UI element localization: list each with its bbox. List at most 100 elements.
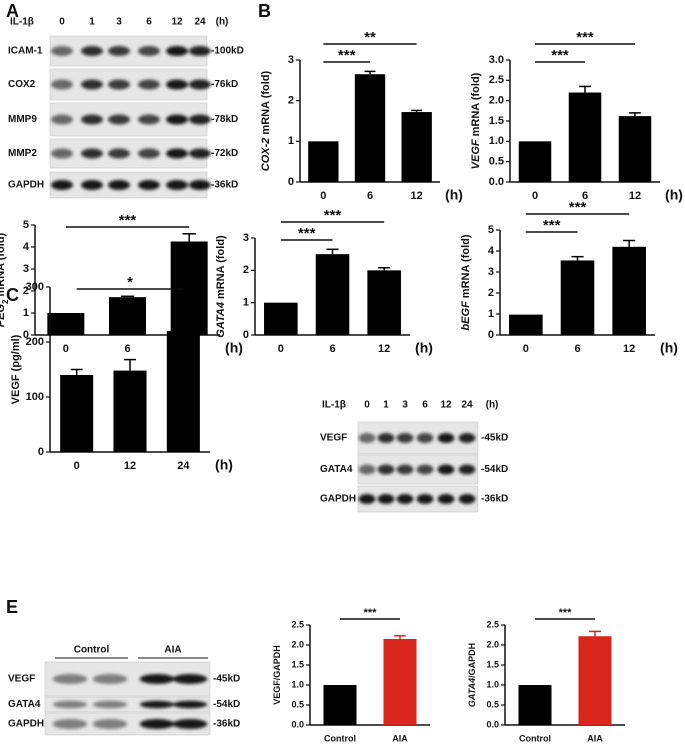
error-bar xyxy=(623,239,636,247)
bar xyxy=(560,260,595,335)
blot-band xyxy=(166,180,188,190)
blot-band xyxy=(108,148,130,159)
y-tick-label: 1.0 xyxy=(489,135,504,147)
x-tick-label: 0 xyxy=(74,460,80,472)
blot-band xyxy=(81,46,103,56)
panel-letter: E xyxy=(6,597,18,617)
blot-band xyxy=(108,79,130,90)
bar xyxy=(323,685,357,725)
x-tick-label: 6 xyxy=(329,343,335,355)
blot-band xyxy=(437,494,455,504)
blot-band xyxy=(358,494,376,504)
blot-row-label: GAPDH xyxy=(8,719,44,730)
blot-band xyxy=(458,464,476,475)
y-tick-label: 0.0 xyxy=(489,176,504,188)
blot-band xyxy=(377,494,395,504)
lane-label: 12 xyxy=(171,17,183,28)
y-tick-label: 0 xyxy=(23,329,29,341)
blot-band xyxy=(166,79,188,90)
error-bar xyxy=(182,233,196,242)
y-axis-label: VEGF mRNA (fold) xyxy=(470,72,482,169)
blot-band xyxy=(138,46,160,56)
y-tick-label: 2.5 xyxy=(489,74,504,86)
y-tick-label: 0 xyxy=(38,446,44,458)
blot-band xyxy=(138,148,160,159)
y-tick-label: 1 xyxy=(23,307,29,319)
blot-band xyxy=(189,46,211,56)
blot-bands xyxy=(358,494,476,504)
blot-band xyxy=(189,180,211,190)
y-label-gene: GATA4 xyxy=(467,678,477,707)
blot-row-label: GATA4 xyxy=(8,699,41,710)
blot-band xyxy=(138,114,160,125)
y-axis-label: bEGF mRNA (fold) xyxy=(460,234,472,330)
x-tick-label: 0 xyxy=(523,343,529,355)
y-tick-label: 2.0 xyxy=(489,95,504,107)
y-label-text: mRNA (fold) xyxy=(460,234,472,298)
y-label-gene: GATA4 xyxy=(215,302,227,338)
y-tick-label: 2.0 xyxy=(291,639,304,649)
blot-bands xyxy=(51,114,211,125)
error-bar xyxy=(394,635,406,639)
y-tick-label: 1.5 xyxy=(291,659,304,669)
blot-band xyxy=(189,79,211,90)
error-bar xyxy=(411,109,423,113)
lane-label: 0 xyxy=(364,400,370,411)
bar xyxy=(518,685,552,725)
blot-band xyxy=(166,114,188,125)
bar xyxy=(315,254,350,335)
y-axis-label: VEGF/GAPDH xyxy=(272,645,282,705)
blot-band xyxy=(139,674,175,684)
y-tick-label: 5 xyxy=(23,219,29,231)
blot-band xyxy=(138,79,160,90)
x-tick-label: 0 xyxy=(320,190,326,202)
error-bar xyxy=(326,248,339,255)
y-tick-label: 3 xyxy=(243,232,249,244)
blot-row-label: GAPDH xyxy=(320,494,356,505)
x-tick-label: AIA xyxy=(587,733,603,743)
blot-size-label: -45kD xyxy=(481,433,508,444)
blot-band xyxy=(139,719,175,729)
blot-band xyxy=(166,46,188,56)
y-tick-label: 0.5 xyxy=(489,156,504,168)
blot-band xyxy=(51,46,73,56)
y-tick-label: 1 xyxy=(488,308,494,320)
x-tick-label: AIA xyxy=(392,733,408,743)
y-tick-label: 0 xyxy=(243,329,249,341)
blot-band xyxy=(189,114,211,125)
y-label-text: VEGF/GAPDH xyxy=(272,645,282,705)
significance-label: *** xyxy=(324,207,342,224)
blot-band xyxy=(172,700,208,709)
y-axis-label: GATA4/GAPDH xyxy=(467,643,477,707)
bar xyxy=(367,270,401,335)
y-tick-label: 4 xyxy=(23,241,30,253)
lane-unit: (h) xyxy=(486,400,499,411)
y-tick-label: 1 xyxy=(288,135,294,147)
x-tick-label: 6 xyxy=(574,343,580,355)
blot-band xyxy=(81,148,103,159)
lane-label: 1 xyxy=(89,17,95,28)
y-axis-label: PEG2 mRNA (fold) xyxy=(0,232,10,327)
blot-band xyxy=(189,148,211,159)
y-tick-label: 0.0 xyxy=(486,719,499,729)
blot-band xyxy=(377,464,395,475)
blot-band xyxy=(52,674,88,684)
error-bar xyxy=(120,295,135,298)
blot-band xyxy=(358,433,376,443)
bar xyxy=(518,141,552,182)
x-tick-label: 6 xyxy=(582,190,588,202)
lane-label: 12 xyxy=(440,400,452,411)
lane-label: 1 xyxy=(383,400,389,411)
blot-row-label: ICAM-1 xyxy=(8,46,43,57)
significance-label: *** xyxy=(559,607,573,619)
panel-letter: C xyxy=(6,285,19,305)
blot-band xyxy=(81,79,103,90)
bar xyxy=(401,112,432,182)
blot-band xyxy=(437,433,455,443)
blot-band xyxy=(458,433,476,443)
y-label-gene: bEGF xyxy=(460,301,472,331)
x-tick-label: 12 xyxy=(623,343,635,355)
blot-row-label: VEGF xyxy=(320,433,347,444)
blot-size-label: -76kD xyxy=(211,79,238,90)
y-label-gene: VEGF xyxy=(470,139,482,169)
